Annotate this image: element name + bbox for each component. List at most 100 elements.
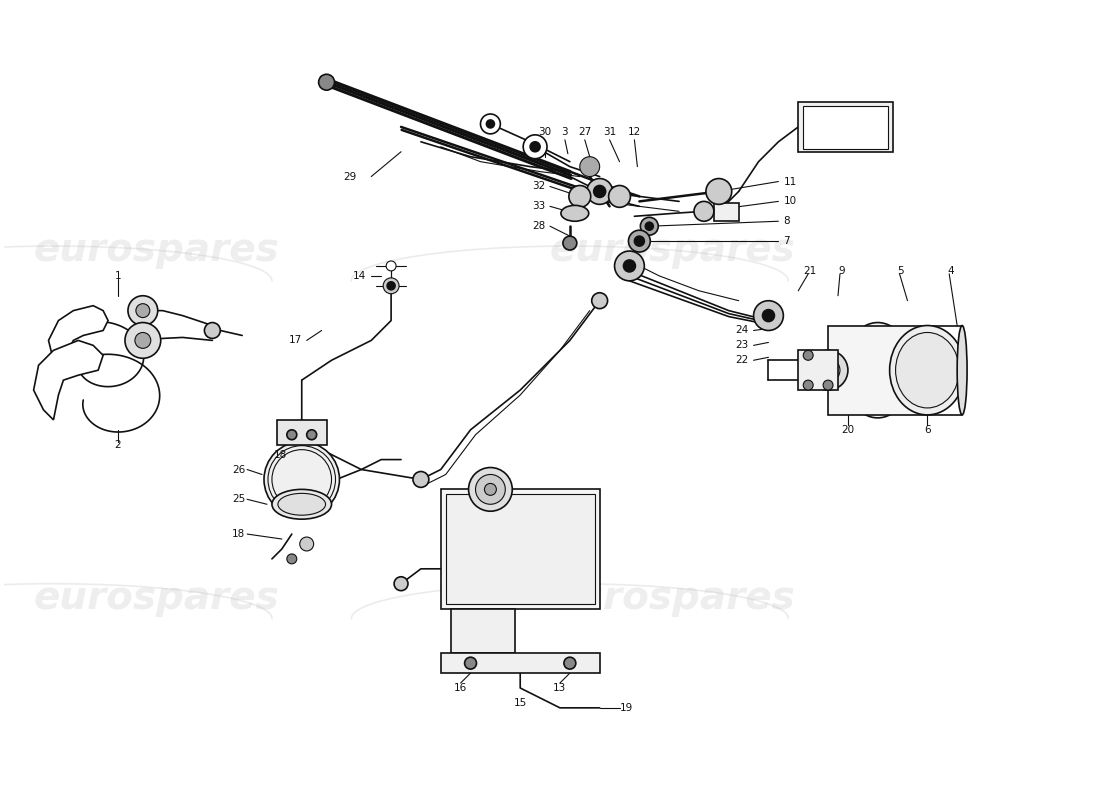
Ellipse shape [848,329,908,412]
Circle shape [594,186,606,198]
Circle shape [469,467,513,511]
Text: 6: 6 [924,425,931,434]
Text: eurospares: eurospares [550,231,795,269]
Circle shape [387,282,395,290]
Circle shape [640,218,658,235]
Text: 26: 26 [232,465,245,474]
Circle shape [615,251,645,281]
Bar [441,654,600,673]
Circle shape [624,260,636,272]
Text: 5: 5 [898,266,904,276]
Circle shape [486,120,494,128]
Text: 14: 14 [353,271,366,281]
Text: 20: 20 [842,425,855,434]
Bar [451,609,515,654]
Circle shape [394,577,408,590]
Circle shape [803,380,813,390]
Polygon shape [34,341,103,420]
Circle shape [287,430,297,440]
Bar [799,350,838,390]
Polygon shape [48,306,108,370]
Text: 1: 1 [114,271,121,281]
Bar [714,203,739,222]
Circle shape [128,296,157,326]
Circle shape [694,202,714,222]
Circle shape [524,135,547,158]
Text: 28: 28 [531,222,544,231]
Circle shape [569,186,591,207]
Text: 33: 33 [531,202,544,211]
Text: 19: 19 [619,703,632,713]
Circle shape [816,358,840,382]
Circle shape [646,222,653,230]
Circle shape [635,236,645,246]
Text: 2: 2 [114,440,121,450]
Text: 12: 12 [628,127,641,137]
Text: 32: 32 [531,182,544,191]
Circle shape [299,537,314,551]
Text: eurospares: eurospares [550,578,795,617]
Text: 4: 4 [947,266,954,276]
Bar [441,490,600,609]
Circle shape [386,261,396,271]
Text: 27: 27 [579,127,592,137]
Text: 13: 13 [553,683,566,693]
Circle shape [319,74,334,90]
Circle shape [803,350,813,360]
Bar [277,420,327,445]
Text: 17: 17 [288,335,301,346]
Ellipse shape [272,490,331,519]
Text: 30: 30 [539,127,551,137]
Circle shape [484,483,496,495]
Circle shape [706,178,732,204]
Text: 9: 9 [838,266,845,276]
Text: 21: 21 [803,266,816,276]
Circle shape [586,178,613,204]
Circle shape [530,142,540,152]
Ellipse shape [843,322,913,418]
Ellipse shape [561,206,588,222]
Text: 25: 25 [232,494,245,504]
Ellipse shape [895,333,959,408]
Bar [828,326,927,415]
Ellipse shape [890,326,965,415]
Circle shape [412,471,429,487]
Ellipse shape [957,326,967,415]
Circle shape [808,350,848,390]
Text: 22: 22 [736,355,749,366]
Text: 7: 7 [783,236,790,246]
Circle shape [628,230,650,252]
Text: 31: 31 [603,127,616,137]
Circle shape [136,304,150,318]
Circle shape [464,658,476,669]
Text: 8: 8 [783,216,790,226]
Circle shape [475,474,505,504]
Text: 18: 18 [232,529,245,539]
Text: 16: 16 [454,683,467,693]
Circle shape [481,114,500,134]
Bar [803,106,888,149]
Text: 29: 29 [343,171,356,182]
Circle shape [762,310,774,322]
Text: eurospares: eurospares [34,231,279,269]
Circle shape [564,658,575,669]
Text: 23: 23 [736,340,749,350]
Text: eurospares: eurospares [34,578,279,617]
Circle shape [754,301,783,330]
Text: 18: 18 [274,450,287,460]
Ellipse shape [278,494,326,515]
Text: 15: 15 [514,698,527,708]
Circle shape [580,157,600,177]
Circle shape [135,333,151,348]
Text: 3: 3 [562,127,569,137]
Circle shape [287,554,297,564]
Text: 10: 10 [783,196,796,206]
Circle shape [125,322,161,358]
Circle shape [608,186,630,207]
Text: 11: 11 [783,177,796,186]
Circle shape [307,430,317,440]
Circle shape [205,322,220,338]
Circle shape [264,442,340,517]
Text: 24: 24 [736,326,749,335]
Bar [799,102,892,152]
